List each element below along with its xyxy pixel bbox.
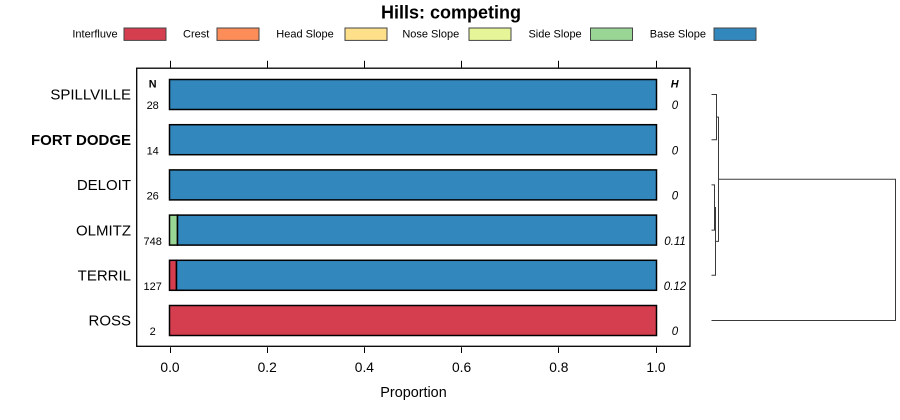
svg-text:DELOIT: DELOIT [77,177,131,194]
svg-text:Hills: competing: Hills: competing [381,3,521,23]
svg-text:0: 0 [672,145,679,157]
svg-text:748: 748 [144,236,162,248]
svg-text:Head Slope: Head Slope [276,29,334,41]
svg-text:SPILLVILLE: SPILLVILLE [50,87,131,104]
svg-text:1.0: 1.0 [646,360,666,375]
svg-text:Base Slope: Base Slope [650,29,706,41]
svg-text:0: 0 [672,191,679,203]
svg-text:0.8: 0.8 [549,360,569,375]
svg-text:Interfluve: Interfluve [72,29,117,41]
svg-text:Crest: Crest [183,29,209,41]
svg-text:Nose Slope: Nose Slope [402,29,459,41]
svg-text:Proportion: Proportion [380,385,446,401]
svg-text:127: 127 [144,281,162,293]
svg-text:14: 14 [147,145,159,157]
svg-text:N: N [149,78,157,90]
svg-text:0.4: 0.4 [355,360,375,375]
svg-text:H: H [671,78,679,90]
svg-text:0.11: 0.11 [664,236,686,248]
svg-text:ROSS: ROSS [88,313,131,330]
svg-text:0: 0 [672,326,679,338]
svg-text:28: 28 [147,100,159,112]
svg-text:0.12: 0.12 [664,281,687,293]
svg-text:2: 2 [150,326,156,338]
svg-text:Side Slope: Side Slope [528,29,581,41]
svg-text:0.2: 0.2 [258,360,277,375]
svg-text:TERRIL: TERRIL [78,268,131,285]
svg-text:FORT DODGE: FORT DODGE [31,132,131,149]
svg-text:0.0: 0.0 [160,360,180,375]
svg-text:0.6: 0.6 [452,360,472,375]
svg-text:0: 0 [672,100,679,112]
svg-text:OLMITZ: OLMITZ [76,222,131,239]
svg-text:26: 26 [147,191,159,203]
